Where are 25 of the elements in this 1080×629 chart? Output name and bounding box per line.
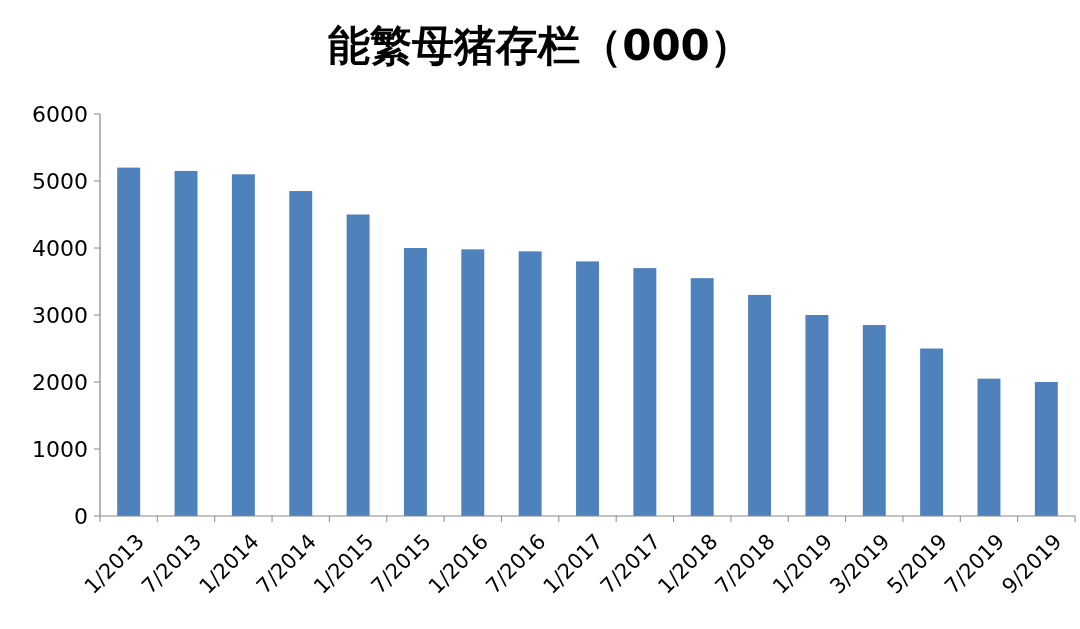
bar [403,248,427,516]
y-tick-label: 4000 [32,236,88,261]
bar [862,325,886,516]
bar [748,294,772,516]
bar [289,191,313,516]
y-tick-label: 6000 [32,102,88,127]
y-tick-label: 0 [74,504,88,529]
bar [346,214,370,516]
y-tick-label: 3000 [32,303,88,328]
bar [461,249,485,516]
bar [805,315,829,516]
y-tick-label: 2000 [32,370,88,395]
bar [690,278,714,516]
bar [518,251,542,516]
bar [231,174,255,516]
chart-title: 能繁母猪存栏（000） [328,21,752,70]
bar [1034,382,1058,516]
bar [633,268,657,516]
y-tick-label: 1000 [32,437,88,462]
bar [576,261,599,516]
bar [920,348,944,516]
bar [977,378,1001,516]
bar [174,170,198,516]
y-tick-label: 5000 [32,169,88,194]
bar [117,167,141,516]
